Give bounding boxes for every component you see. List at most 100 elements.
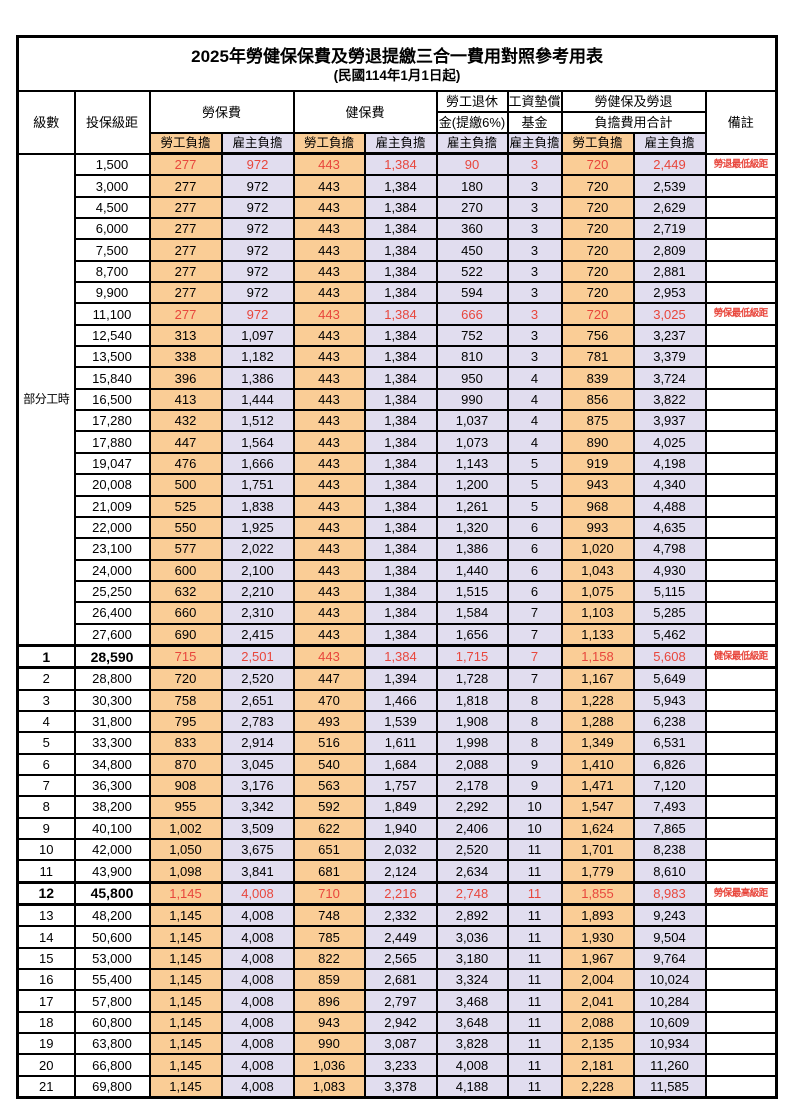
labor-er-cell: 3,509 (220, 816, 295, 841)
col-header-total-line2: 負擔費用合計 (560, 111, 707, 134)
health-emp-cell: 443 (292, 174, 366, 198)
labor-emp-cell: 277 (148, 195, 223, 220)
total-emp-cell: 720 (560, 281, 635, 305)
labor-er-cell: 3,045 (220, 752, 295, 776)
fund-er-cell: 5 (506, 494, 563, 518)
health-er-cell: 1,384 (363, 302, 438, 326)
table-row: 7,500 277 972 443 1,384 450 3 720 2,809 (18, 238, 778, 262)
table-row: 25,250 632 2,210 443 1,384 1,515 6 1,075 5,115 (18, 579, 778, 604)
remark-cell (704, 430, 778, 454)
table-row: 3 30,300 758 2,651 470 1,466 1,818 8 1,228 5,943 (16, 688, 778, 712)
remark-cell (704, 601, 778, 625)
labor-emp-cell: 525 (148, 494, 223, 518)
health-emp-cell: 592 (292, 795, 366, 819)
total-er-cell: 4,025 (632, 430, 707, 454)
total-er-cell: 4,340 (632, 473, 707, 497)
labor-er-cell: 2,022 (220, 537, 295, 561)
health-emp-cell: 443 (292, 281, 366, 305)
salary-cell: 36,300 (73, 773, 151, 798)
pension-er-cell: 1,998 (435, 731, 509, 755)
fund-er-cell: 11 (506, 989, 563, 1013)
labor-emp-cell: 396 (148, 366, 223, 390)
level-cell: 12 (16, 880, 76, 907)
labor-er-cell: 4,008 (220, 1053, 295, 1077)
table-row: 9,900 277 972 443 1,384 594 3 720 2,953 (18, 281, 778, 305)
pension-er-cell: 450 (435, 238, 509, 262)
fund-er-cell: 11 (506, 968, 563, 992)
fund-er-cell: 6 (506, 579, 563, 604)
labor-er-cell: 4,008 (220, 968, 295, 992)
salary-cell: 1,500 (73, 152, 151, 177)
health-emp-cell: 443 (292, 473, 366, 497)
health-emp-cell: 990 (292, 1032, 366, 1056)
total-emp-cell: 1,893 (560, 903, 635, 928)
labor-er-cell: 1,512 (220, 409, 295, 433)
col-header-labor-insurance: 勞保費 (148, 90, 295, 134)
salary-cell: 60,800 (73, 1010, 151, 1035)
pension-er-cell: 180 (435, 174, 509, 198)
health-er-cell: 3,087 (363, 1032, 438, 1056)
labor-er-cell: 972 (220, 281, 295, 305)
pension-er-cell: 3,324 (435, 968, 509, 992)
labor-emp-cell: 870 (148, 752, 223, 776)
remark-cell (704, 1010, 778, 1035)
health-emp-cell: 943 (292, 1010, 366, 1035)
total-emp-cell: 720 (560, 302, 635, 326)
labor-emp-cell: 1,145 (148, 880, 223, 907)
fund-er-cell: 11 (506, 946, 563, 971)
col-header-remark: 備註 (704, 90, 778, 155)
total-emp-cell: 1,779 (560, 859, 635, 884)
table-row: 16 55,400 1,145 4,008 859 2,681 3,324 11 2,004 10… (16, 968, 778, 992)
labor-emp-cell: 313 (148, 323, 223, 348)
remark-cell (704, 366, 778, 390)
table-row: 17,280 432 1,512 443 1,384 1,037 4 875 3,937 (18, 409, 778, 433)
labor-emp-cell: 277 (148, 152, 223, 177)
total-emp-cell: 1,133 (560, 622, 635, 647)
health-er-cell: 1,539 (363, 709, 438, 734)
salary-cell: 40,100 (73, 816, 151, 841)
total-er-cell: 11,585 (632, 1074, 707, 1099)
salary-cell: 38,200 (73, 795, 151, 819)
remark-cell (704, 473, 778, 497)
labor-er-cell: 4,008 (220, 903, 295, 928)
salary-cell: 4,500 (73, 195, 151, 220)
fund-er-cell: 11 (506, 880, 563, 907)
salary-cell: 69,800 (73, 1074, 151, 1099)
fund-er-cell: 3 (506, 259, 563, 284)
pension-er-cell: 2,634 (435, 859, 509, 884)
health-er-cell: 2,332 (363, 903, 438, 928)
level-cell: 16 (16, 968, 76, 992)
salary-cell: 17,880 (73, 430, 151, 454)
labor-emp-cell: 476 (148, 451, 223, 476)
pension-er-cell: 1,073 (435, 430, 509, 454)
pension-er-cell: 1,715 (435, 643, 509, 670)
subheader-total-employee: 勞工負擔 (560, 132, 635, 155)
table-row: 7 36,300 908 3,176 563 1,757 2,178 9 1,471 7,120 (16, 773, 778, 798)
table-row: 16,500 413 1,444 443 1,384 990 4 856 3,822 (18, 387, 778, 412)
health-er-cell: 2,681 (363, 968, 438, 992)
health-er-cell: 1,466 (363, 688, 438, 712)
labor-er-cell: 972 (220, 195, 295, 220)
salary-cell: 34,800 (73, 752, 151, 776)
fund-er-cell: 3 (506, 152, 563, 177)
remark-cell (704, 773, 778, 798)
health-emp-cell: 443 (292, 430, 366, 454)
health-er-cell: 1,384 (363, 494, 438, 518)
health-er-cell: 1,384 (363, 409, 438, 433)
labor-emp-cell: 1,145 (148, 989, 223, 1013)
salary-cell: 19,047 (73, 451, 151, 476)
fund-er-cell: 3 (506, 345, 563, 369)
table-row: 6 34,800 870 3,045 540 1,684 2,088 9 1,410 6,826 (16, 752, 778, 776)
total-emp-cell: 1,624 (560, 816, 635, 841)
labor-er-cell: 1,564 (220, 430, 295, 454)
labor-er-cell: 1,444 (220, 387, 295, 412)
table-row: 18 60,800 1,145 4,008 943 2,942 3,648 11 2,088 10… (16, 1010, 778, 1035)
salary-cell: 7,500 (73, 238, 151, 262)
table-row: 5 33,300 833 2,914 516 1,611 1,998 8 1,349 6,531 (16, 731, 778, 755)
remark-cell (704, 515, 778, 540)
level-cell: 4 (16, 709, 76, 734)
total-emp-cell: 1,167 (560, 666, 635, 691)
labor-er-cell: 1,838 (220, 494, 295, 518)
remark-cell (704, 688, 778, 712)
labor-emp-cell: 277 (148, 281, 223, 305)
